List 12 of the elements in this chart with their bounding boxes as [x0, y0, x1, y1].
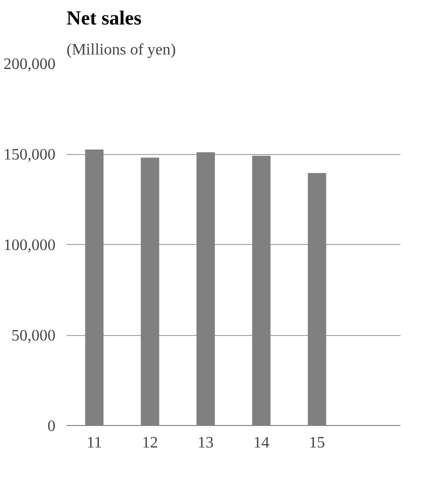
x-tick-label: 12: [142, 434, 158, 452]
x-tick-label: 14: [253, 434, 270, 452]
y-tick-label: 50,000: [12, 328, 56, 344]
y-tick-label: 100,000: [4, 237, 56, 254]
x-tick-label: 11: [86, 434, 102, 452]
y-tick-label: 150,000: [4, 146, 56, 164]
x-tick-label: 13: [198, 434, 214, 452]
y-tick-label: 0: [48, 418, 56, 435]
x-tick-label: 15: [309, 434, 325, 452]
y-axis-title: (Millions of yen): [66, 42, 176, 58]
y-tick-label: 200,000: [4, 56, 56, 73]
chart-title: Net sales: [66, 8, 142, 30]
